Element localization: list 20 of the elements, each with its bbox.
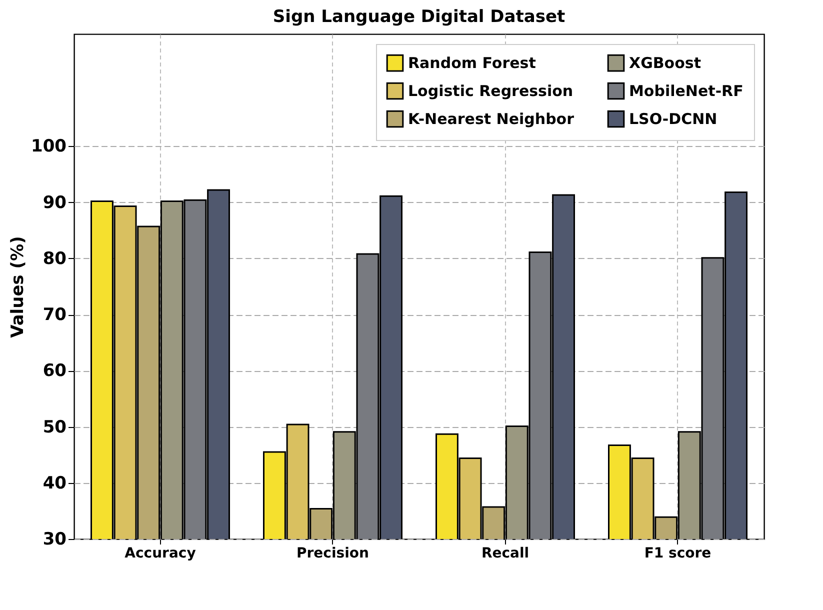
legend-label: Random Forest [408, 54, 536, 72]
y-tick-label: 50 [42, 417, 67, 438]
y-tick-label: 60 [42, 361, 67, 382]
x-tick-label: F1 score [644, 546, 712, 562]
y-tick-label: 80 [42, 248, 67, 269]
x-tick-label: Recall [481, 546, 530, 562]
x-tick-label: Accuracy [124, 546, 196, 562]
legend-label: K-Nearest Neighbor [408, 110, 575, 128]
y-tick-label: 70 [42, 305, 67, 326]
y-tick-label: 90 [42, 192, 67, 213]
y-tick-label: 40 [42, 473, 67, 494]
legend-label: MobileNet-RF [629, 82, 744, 100]
x-tick-label: Precision [296, 546, 369, 562]
legend-label: Logistic Regression [408, 82, 574, 100]
legend-label: XGBoost [629, 54, 702, 72]
chart-title: Sign Language Digital Dataset [272, 7, 566, 27]
y-tick-label: 30 [42, 530, 67, 550]
y-tick-label: 100 [31, 136, 67, 157]
legend-label: LSO-DCNN [629, 110, 718, 128]
y-axis-title: Values (%) [8, 236, 28, 338]
